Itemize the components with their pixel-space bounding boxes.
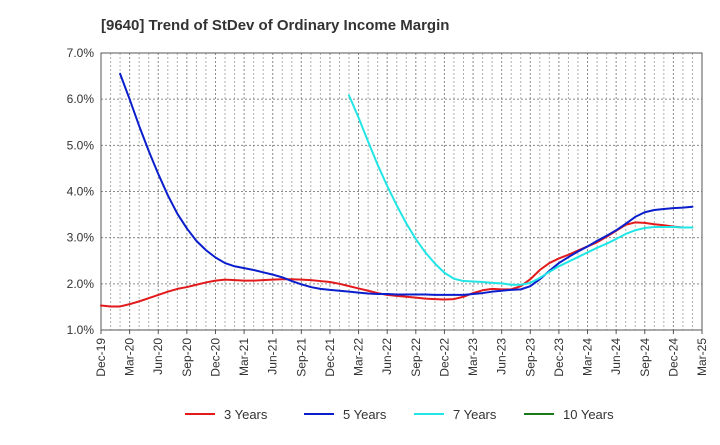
x-tick-label: Sep-22 [409,338,423,377]
x-tick-label: Mar-25 [695,338,709,376]
series-lines [100,72,694,308]
x-tick-label: Dec-24 [666,338,680,377]
x-tick-label: Dec-20 [208,338,222,377]
chart-title: [9640] Trend of StDev of Ordinary Income… [101,17,449,34]
y-tick-label: 1.0% [67,323,95,337]
legend-label-0: 3 Years [224,407,268,422]
x-tick-label: Dec-23 [552,338,566,377]
x-tick-label: Mar-23 [466,338,480,376]
x-tick-label: Jun-21 [266,338,280,375]
legend-label-2: 7 Years [453,407,497,422]
x-tick-label: Sep-20 [180,338,194,377]
y-tick-label: 4.0% [67,185,95,199]
x-tick-label: Sep-24 [638,338,652,377]
x-tick-label: Sep-21 [294,338,308,377]
series-line-1 [119,72,694,296]
axes: 1.0% 2.0% 3.0% 4.0% 5.0% 6.0% 7.0% Dec-19 Mar-20… [67,46,709,377]
grid-lines [100,52,703,331]
legend-label-3: 10 Years [563,407,614,422]
x-tick-label: Dec-19 [94,338,108,377]
x-tick-label: Dec-21 [323,338,337,377]
x-tick-label: Jun-23 [495,338,509,375]
x-tick-label: Dec-22 [437,338,451,377]
x-tick-label: Sep-23 [523,338,537,377]
y-tick-label: 2.0% [67,277,95,291]
y-tick-label: 7.0% [67,46,95,60]
x-tick-label: Mar-21 [237,338,251,376]
plot-border [100,52,703,331]
x-tick-label: Mar-20 [123,338,137,376]
x-tick-label: Jun-22 [380,338,394,375]
y-tick-label: 5.0% [67,138,95,152]
x-tick-label: Mar-24 [581,338,595,376]
legend-label-1: 5 Years [343,407,387,422]
series-line-2 [348,94,694,286]
x-tick-label: Jun-24 [609,338,623,375]
x-tick-label: Mar-22 [352,338,366,376]
y-tick-label: 3.0% [67,231,95,245]
x-tick-label: Jun-20 [151,338,165,375]
y-tick-label: 6.0% [67,92,95,106]
legend: 3 Years 5 Years 7 Years 10 Years [185,407,614,422]
